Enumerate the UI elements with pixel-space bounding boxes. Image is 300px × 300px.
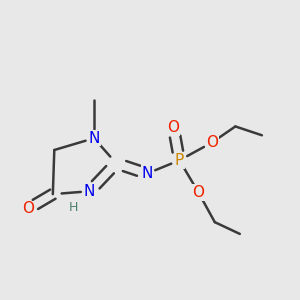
Text: N: N (141, 166, 153, 181)
Text: O: O (193, 185, 205, 200)
Text: O: O (206, 135, 218, 150)
Text: O: O (22, 201, 34, 216)
Text: O: O (168, 120, 180, 135)
Text: P: P (175, 153, 184, 168)
Text: H: H (69, 201, 78, 214)
Text: N: N (84, 184, 95, 199)
Text: N: N (88, 131, 100, 146)
